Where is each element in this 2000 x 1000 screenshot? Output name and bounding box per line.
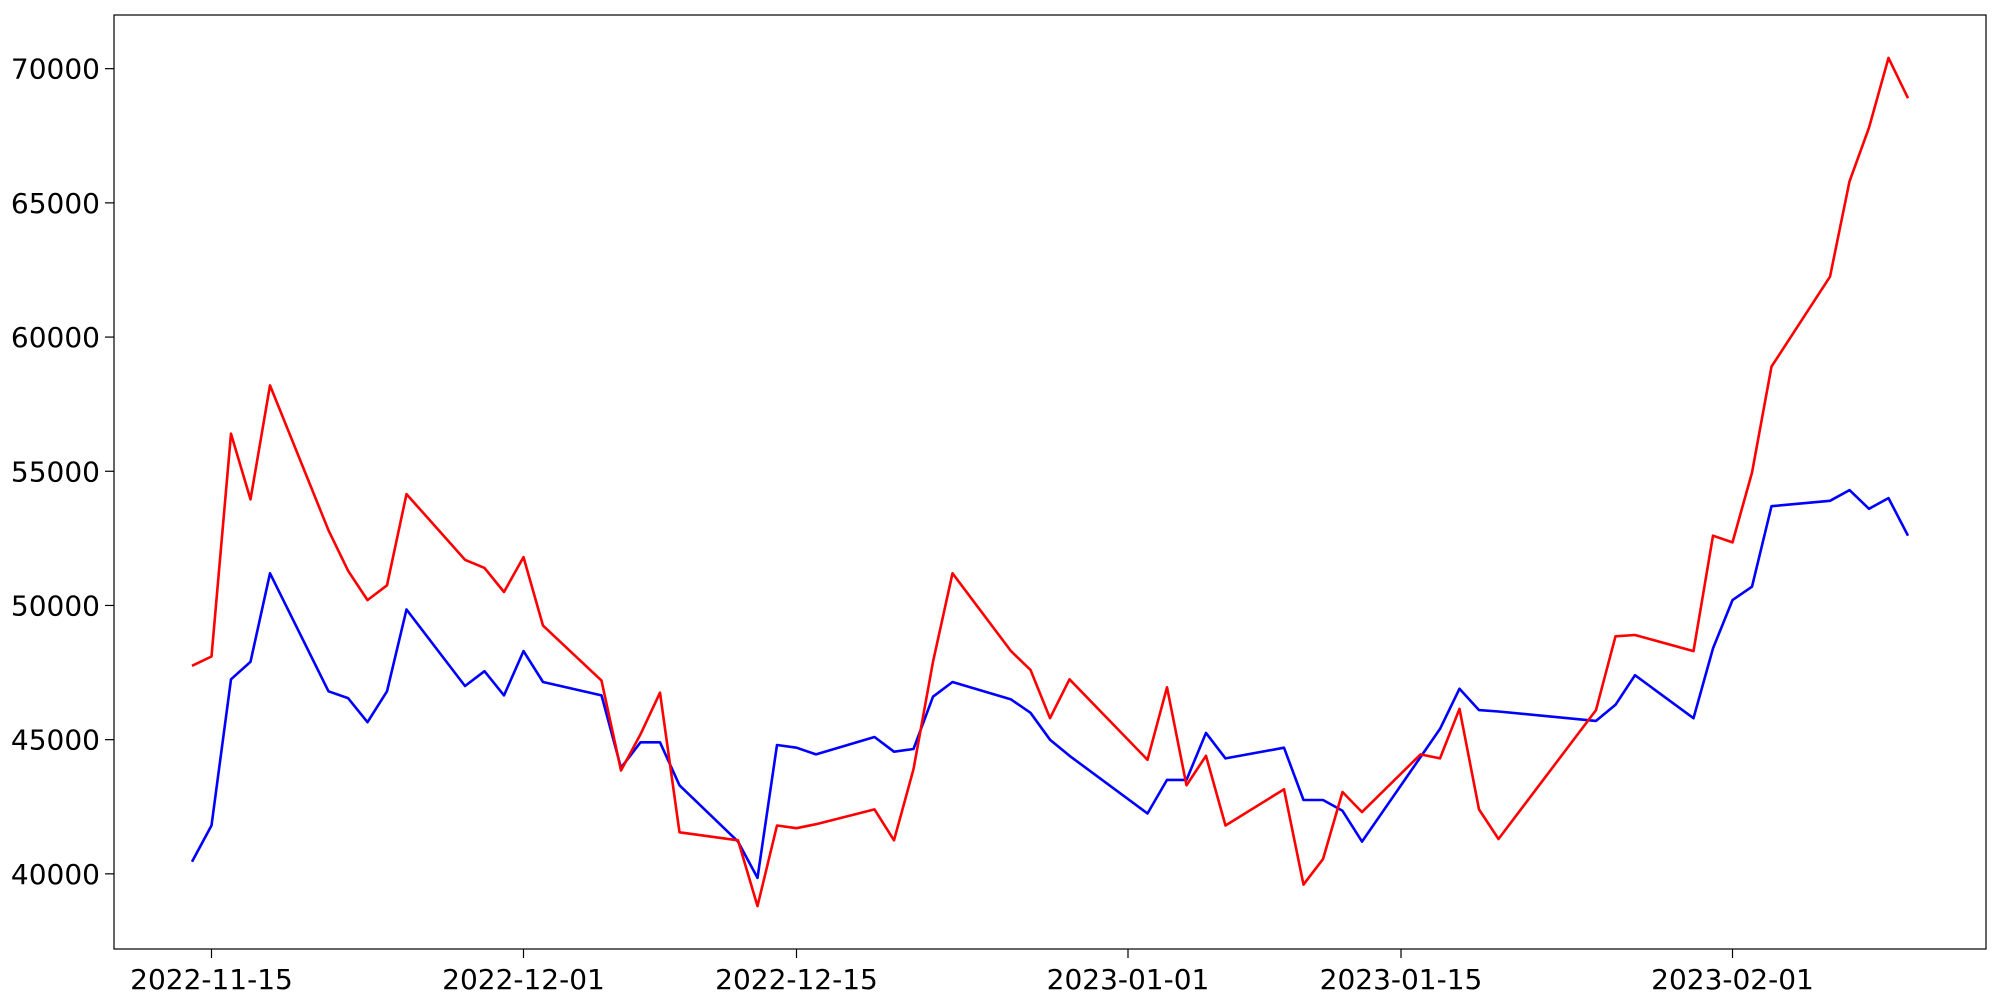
x-tick-label: 2022-12-01	[442, 963, 605, 996]
y-tick-label: 65000	[11, 187, 100, 220]
x-tick-label: 2022-12-15	[715, 963, 878, 996]
y-tick-label: 60000	[11, 321, 100, 354]
x-tick-label: 2023-02-01	[1651, 963, 1814, 996]
x-tick-label: 2023-01-15	[1320, 963, 1483, 996]
y-tick-label: 55000	[11, 455, 100, 488]
line-series	[191, 56, 1910, 908]
y-tick-label: 40000	[11, 858, 100, 891]
x-tick-label: 2022-11-15	[130, 963, 293, 996]
y-tick-label: 45000	[11, 724, 100, 757]
plot-frame	[113, 14, 1987, 950]
y-tick-label: 50000	[11, 589, 100, 622]
x-tick-label: 2023-01-01	[1047, 963, 1210, 996]
y-tick-label: 70000	[11, 53, 100, 86]
line-series	[190, 488, 1910, 880]
